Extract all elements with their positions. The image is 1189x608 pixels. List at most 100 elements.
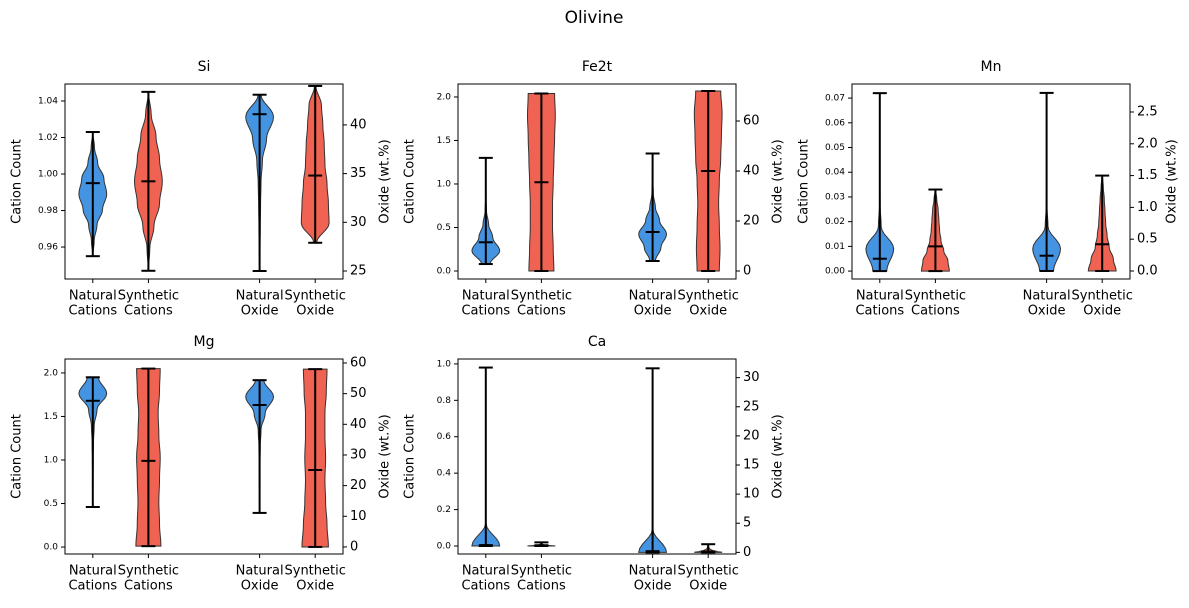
x-tick-label: Oxide bbox=[634, 304, 672, 319]
x-tick-label: Natural bbox=[1023, 289, 1071, 304]
y2-axis-label: Oxide (wt.%) bbox=[378, 414, 393, 498]
y-tick-label: 0.98 bbox=[38, 206, 58, 216]
axes-frame bbox=[64, 358, 344, 555]
y-tick-label: 0.07 bbox=[825, 94, 845, 104]
y-tick-label: 0.5 bbox=[437, 223, 451, 233]
x-tick-label: Cations bbox=[68, 304, 117, 319]
axes-frame bbox=[457, 358, 737, 555]
y-tick-label: 1.0 bbox=[44, 455, 59, 465]
x-tick-label: Natural bbox=[69, 564, 117, 579]
y-tick-label: 2.0 bbox=[437, 92, 452, 102]
y2-tick-label: 0 bbox=[350, 539, 358, 554]
x-tick-label: Cations bbox=[855, 304, 904, 319]
y2-tick-label: 30 bbox=[743, 370, 760, 385]
x-tick-label: Cations bbox=[517, 304, 566, 319]
y2-tick-label: 1.0 bbox=[1137, 200, 1158, 215]
x-tick-label: Natural bbox=[462, 564, 510, 579]
y-tick-label: 0.01 bbox=[825, 242, 845, 252]
y2-axis-label: Oxide (wt.%) bbox=[771, 414, 786, 498]
y2-tick-label: 0 bbox=[743, 264, 751, 279]
x-tick-label: Natural bbox=[856, 289, 904, 304]
x-tick-label: Natural bbox=[236, 564, 284, 579]
x-tick-label: Oxide bbox=[296, 579, 334, 594]
y-axis-label: Cation Count bbox=[403, 139, 418, 224]
y2-tick-label: 0.0 bbox=[1137, 263, 1158, 278]
x-tick-label: Synthetic bbox=[118, 289, 179, 304]
x-tick-label: Natural bbox=[629, 564, 677, 579]
y-axis-label: Cation Count bbox=[10, 414, 25, 499]
subplot-title: Mg bbox=[194, 334, 215, 350]
y-tick-label: 0.03 bbox=[825, 192, 845, 202]
y2-tick-label: 20 bbox=[743, 428, 760, 443]
y-tick-label: 0.05 bbox=[825, 143, 845, 153]
x-tick-label: Natural bbox=[236, 289, 284, 304]
x-tick-label: Oxide bbox=[634, 579, 672, 594]
y-tick-label: 0.06 bbox=[825, 118, 845, 128]
y2-tick-label: 40 bbox=[350, 117, 367, 132]
y2-axis-label: Oxide (wt.%) bbox=[378, 139, 393, 223]
y-tick-label: 0.0 bbox=[44, 543, 59, 553]
y2-tick-label: 30 bbox=[350, 215, 367, 230]
y-tick-label: 0.2 bbox=[437, 505, 451, 515]
x-tick-label: Oxide bbox=[1028, 304, 1066, 319]
x-tick-label: Synthetic bbox=[678, 289, 739, 304]
subplot-title: Ca bbox=[588, 334, 606, 350]
y-tick-label: 0.0 bbox=[437, 541, 452, 551]
x-tick-label: Cations bbox=[461, 579, 510, 594]
x-tick-label: Natural bbox=[629, 289, 677, 304]
y2-tick-label: 35 bbox=[350, 166, 367, 181]
y-tick-label: 1.0 bbox=[437, 179, 452, 189]
y2-tick-label: 25 bbox=[743, 399, 760, 414]
y-tick-label: 1.04 bbox=[38, 96, 58, 106]
y-tick-label: 0.8 bbox=[437, 396, 452, 406]
x-tick-label: Oxide bbox=[689, 579, 727, 594]
subplot-title: Mn bbox=[981, 59, 1002, 75]
subplot-title: Si bbox=[198, 59, 211, 75]
x-tick-label: Synthetic bbox=[285, 289, 346, 304]
x-tick-label: Cations bbox=[517, 579, 566, 594]
y-axis-label: Cation Count bbox=[403, 414, 418, 499]
y-tick-label: 1.5 bbox=[437, 136, 451, 146]
y2-tick-label: 15 bbox=[743, 458, 760, 473]
y-axis-label: Cation Count bbox=[10, 139, 25, 224]
x-tick-label: Synthetic bbox=[285, 564, 346, 579]
axes-frame bbox=[851, 83, 1131, 280]
y2-tick-label: 2.0 bbox=[1137, 136, 1158, 151]
y2-tick-label: 10 bbox=[743, 487, 760, 502]
y-tick-label: 0.96 bbox=[38, 243, 58, 253]
y2-tick-label: 60 bbox=[743, 114, 760, 129]
x-tick-label: Oxide bbox=[241, 304, 279, 319]
y2-axis-label: Oxide (wt.%) bbox=[1165, 139, 1180, 223]
y-tick-label: 0.5 bbox=[44, 499, 58, 509]
y-tick-label: 0.00 bbox=[825, 267, 845, 277]
y-tick-label: 0.04 bbox=[825, 168, 845, 178]
y-tick-label: 0.0 bbox=[437, 266, 452, 276]
x-tick-label: Cations bbox=[68, 579, 117, 594]
y-tick-label: 2.0 bbox=[44, 368, 59, 378]
y-tick-label: 0.6 bbox=[437, 432, 452, 442]
x-tick-label: Synthetic bbox=[905, 289, 966, 304]
y2-tick-label: 20 bbox=[350, 478, 367, 493]
y-axis-label: Cation Count bbox=[797, 139, 812, 224]
y2-tick-label: 20 bbox=[743, 214, 760, 229]
x-tick-label: Natural bbox=[69, 289, 117, 304]
y2-tick-label: 25 bbox=[350, 264, 367, 279]
y2-tick-label: 50 bbox=[350, 386, 367, 401]
x-tick-label: Cations bbox=[124, 579, 173, 594]
y2-tick-label: 0 bbox=[743, 545, 751, 560]
x-tick-label: Synthetic bbox=[1072, 289, 1133, 304]
x-tick-label: Synthetic bbox=[511, 564, 572, 579]
axes-frame bbox=[64, 83, 344, 280]
x-tick-label: Synthetic bbox=[678, 564, 739, 579]
y-tick-label: 0.02 bbox=[825, 217, 845, 227]
y2-tick-label: 40 bbox=[743, 164, 760, 179]
y-tick-label: 1.02 bbox=[38, 133, 58, 143]
x-tick-label: Synthetic bbox=[118, 564, 179, 579]
y2-tick-label: 5 bbox=[743, 516, 751, 531]
subplot-title: Fe2t bbox=[582, 59, 613, 75]
y-tick-label: 1.5 bbox=[44, 412, 58, 422]
x-tick-label: Natural bbox=[462, 289, 510, 304]
x-tick-label: Oxide bbox=[241, 579, 279, 594]
